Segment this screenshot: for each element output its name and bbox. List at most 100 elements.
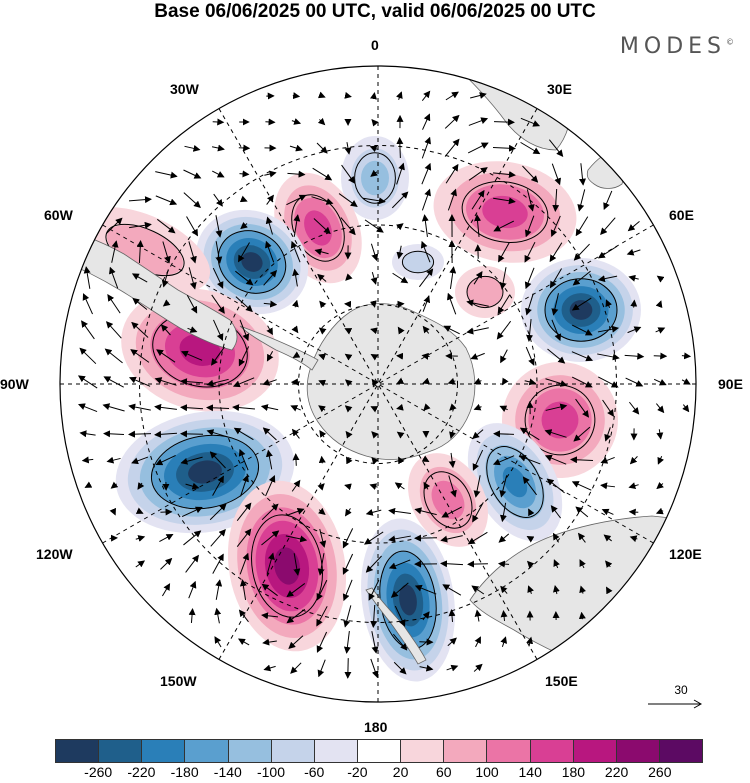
wind-vector-arrow [575, 506, 589, 518]
wind-vector-arrow [473, 475, 481, 498]
wind-vector-arrow [183, 192, 201, 209]
map-boundary [59, 65, 697, 703]
wind-vector-arrow [602, 399, 615, 417]
wind-vector-arrow [423, 403, 431, 411]
wind-vector-arrow [291, 428, 300, 439]
wind-vector-arrow [549, 268, 563, 289]
wind-vector-arrow [261, 530, 280, 546]
wind-vector-arrow [340, 217, 356, 236]
wind-vector-arrow [528, 508, 535, 517]
colorbar-segment [616, 740, 660, 762]
wind-vector-arrow [215, 579, 223, 600]
wind-vector-arrow [130, 349, 150, 363]
wind-vector-arrow [653, 378, 667, 386]
wind-vector-arrow [600, 456, 615, 464]
wind-vector-arrow [212, 267, 224, 289]
wind-vector-arrow [449, 403, 457, 411]
wind-vector-arrow [392, 272, 409, 284]
wind-vector-arrow [213, 193, 223, 207]
lon-label-60e: 60E [669, 207, 694, 223]
colorbar-tick-label: -20 [347, 764, 368, 780]
wind-vector-arrow [160, 557, 173, 570]
wind-vector-arrow [526, 535, 535, 543]
wind-vector-arrow [597, 275, 618, 283]
wind-vector-arrow [265, 118, 276, 126]
wind-vector-arrow [501, 377, 509, 386]
anomaly-high [227, 480, 347, 652]
wind-vector-arrow [525, 293, 534, 316]
wind-vector-arrow [81, 320, 95, 340]
copyright-mark: © [726, 37, 734, 47]
wind-vector-arrow [496, 320, 512, 340]
wind-vector-arrow [262, 427, 277, 441]
wind-vector-arrow [188, 608, 196, 624]
wind-vector-arrow [518, 454, 541, 465]
wind-vector-arrow [206, 429, 229, 438]
wind-vector-arrow [83, 266, 91, 289]
wind-vector-arrow [396, 431, 405, 439]
wind-vector-arrow [655, 300, 663, 308]
wind-vector-arrow [448, 475, 457, 498]
wind-vector-arrow [261, 612, 279, 620]
wind-vector-arrow [492, 144, 516, 152]
wind-vector-arrow [370, 272, 378, 285]
wind-vector-arrow [233, 427, 254, 441]
wind-vector-arrow [447, 377, 456, 385]
lon-label-60w: 60W [44, 207, 73, 223]
wind-vector-arrow [445, 91, 459, 101]
colorbar-tick-label: -60 [304, 764, 325, 780]
wind-vector-arrow [266, 552, 275, 575]
anomaly-low [392, 244, 444, 280]
wind-vector-arrow [183, 530, 202, 546]
wind-vector-arrow [209, 451, 226, 469]
wind-vector-arrow [288, 635, 304, 649]
wind-vector-arrow [316, 579, 328, 601]
wind-vector-arrow [524, 267, 535, 290]
wind-vector-arrow [212, 553, 224, 574]
wind-vector-arrow [261, 503, 279, 521]
wind-vector-arrow [473, 377, 482, 385]
wind-vector-arrow [630, 299, 638, 308]
wind-vector-arrow [188, 241, 197, 264]
wind-vector-arrow [263, 269, 278, 286]
wind-vector-arrow [312, 167, 333, 181]
wind-vector-arrow [210, 346, 225, 366]
wind-vector-arrow [77, 375, 98, 389]
colorbar-segment [314, 740, 358, 762]
wind-vector-arrow [579, 163, 586, 186]
colorbar-tick-label: -260 [84, 764, 113, 780]
lon-label-30e: 30E [547, 81, 572, 97]
wind-vector-arrow [180, 456, 203, 465]
wind-vector-arrow [598, 376, 619, 388]
wind-vector-arrow [240, 221, 248, 230]
wind-vector-arrow [656, 481, 664, 490]
wind-vector-arrow [292, 351, 301, 359]
wind-vector-arrow [653, 352, 668, 360]
wind-vector-arrow [603, 190, 613, 210]
wind-vector-arrow [656, 275, 665, 283]
wind-vector-arrow [603, 534, 612, 542]
wind-vector-arrow [499, 267, 507, 290]
wind-vector-arrow [471, 585, 485, 595]
wind-vector-arrow [344, 328, 353, 335]
wind-vector-arrow [493, 220, 515, 232]
wind-vector-arrow [344, 405, 353, 413]
wind-vector-arrow [105, 217, 123, 235]
wind-vector-arrow [627, 326, 642, 334]
wind-vector-arrow [342, 553, 354, 575]
wind-vector-arrow [266, 325, 273, 336]
wind-vector-arrow [265, 216, 273, 235]
wind-vector-arrow [370, 169, 378, 177]
wind-vector-arrow [291, 325, 299, 334]
colorbar-segment [271, 740, 315, 762]
wind-vector-arrow [186, 216, 198, 237]
wind-vector-arrow [422, 113, 431, 130]
height-contour [466, 275, 504, 309]
wind-vector-arrow [547, 348, 566, 364]
latitude-circle [218, 224, 538, 544]
wind-vector-arrow [81, 456, 94, 464]
wind-vector-arrow [606, 586, 613, 595]
colorbar-tick-label: 260 [648, 764, 672, 780]
wind-vector-arrow [524, 378, 537, 386]
wind-vector-arrow [627, 220, 640, 232]
